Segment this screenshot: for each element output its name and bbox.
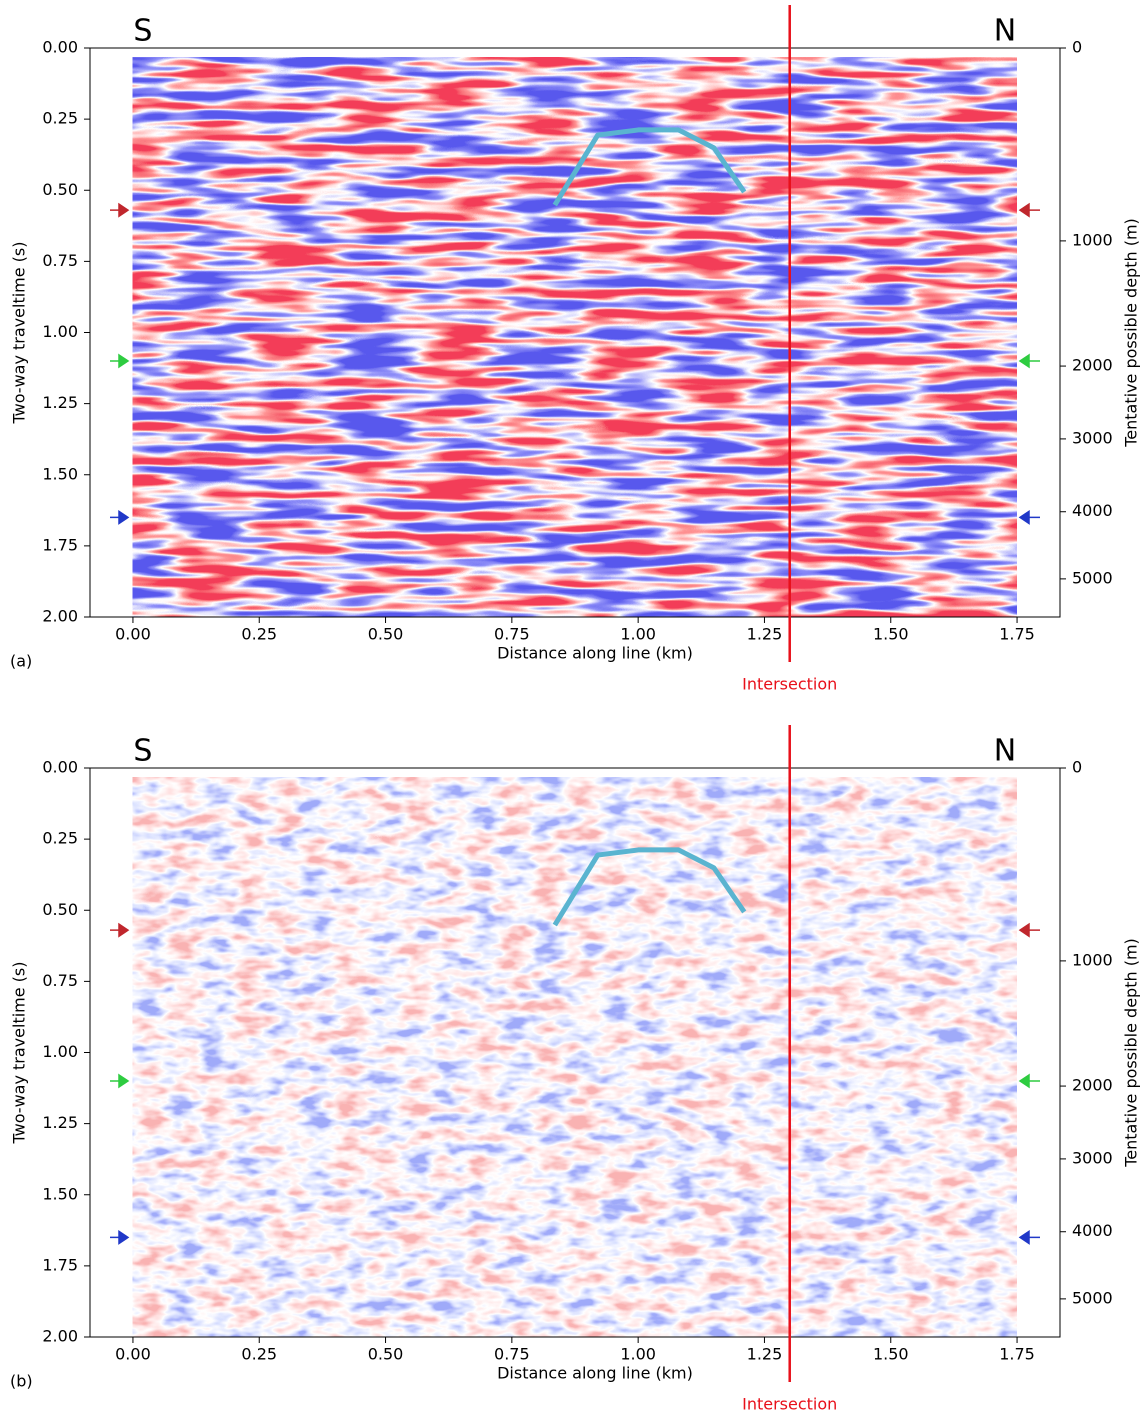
intersection-label: Intersection — [742, 675, 837, 694]
panel-label: (a) — [10, 652, 32, 671]
horizon-arrow — [110, 1073, 130, 1089]
y2-tick-label: 4000 — [1072, 1221, 1113, 1240]
interpreted-curve — [552, 847, 747, 927]
y-tick-label: 0.00 — [42, 758, 78, 777]
horizon-arrow — [110, 510, 130, 525]
horizon-arrow — [1018, 202, 1040, 218]
right-label: N — [994, 734, 1016, 769]
x-tick-label: 1.50 — [873, 1345, 909, 1364]
y2-tick-label: 0 — [1072, 38, 1082, 57]
y2-axis-label: Tentative possible depth (m) — [1122, 218, 1141, 448]
y-tick-label: 1.75 — [42, 535, 78, 554]
x-tick-label: 1.25 — [747, 1345, 783, 1364]
y2-tick-label: 3000 — [1072, 428, 1113, 447]
x-tick-label: 0.50 — [368, 1345, 404, 1364]
y-tick-label: 0.50 — [42, 900, 78, 919]
horizon-arrow — [110, 202, 130, 218]
x-tick-label: 0.00 — [115, 1345, 151, 1364]
y-tick-label: 2.00 — [42, 607, 78, 626]
y-tick-label: 1.50 — [42, 464, 78, 483]
x-tick-label: 0.25 — [241, 625, 277, 644]
y-tick-label: 1.25 — [42, 1113, 78, 1132]
x-tick-label: 1.00 — [620, 625, 656, 644]
y-tick-label: 0.75 — [42, 251, 78, 270]
interpreted-curve — [552, 127, 747, 207]
seismic-image — [132, 777, 1018, 1337]
x-tick-label: 1.25 — [747, 625, 783, 644]
left-label: S — [133, 734, 152, 769]
y-tick-label: 1.75 — [42, 1255, 78, 1274]
y-tick-label: 1.00 — [42, 322, 78, 341]
horizon-arrow — [110, 1230, 130, 1245]
x-tick-label: 1.75 — [999, 1345, 1035, 1364]
x-tick-label: 1.00 — [620, 1345, 656, 1364]
x-tick-label: 0.75 — [494, 1345, 530, 1364]
x-tick-label: 0.25 — [241, 1345, 277, 1364]
y-tick-label: 0.25 — [42, 829, 78, 848]
y-tick-label: 0.25 — [42, 109, 78, 128]
x-axis-label: Distance along line (km) — [497, 644, 693, 663]
y-axis-label: Two-way traveltime (s) — [10, 962, 29, 1145]
horizon-arrow — [110, 353, 130, 369]
y2-tick-label: 2000 — [1072, 356, 1113, 375]
x-tick-label: 0.00 — [115, 625, 151, 644]
y2-tick-label: 2000 — [1072, 1076, 1113, 1095]
y-tick-label: 0.00 — [42, 38, 78, 57]
y2-tick-label: 1000 — [1072, 230, 1113, 249]
y-tick-label: 1.00 — [42, 1042, 78, 1061]
y-axis-label: Two-way traveltime (s) — [10, 242, 29, 425]
left-label: S — [133, 14, 152, 49]
y2-tick-label: 5000 — [1072, 568, 1113, 587]
seismic-image — [132, 57, 1018, 617]
y-tick-label: 2.00 — [42, 1327, 78, 1346]
horizon-arrow — [1018, 510, 1040, 525]
y-tick-label: 1.25 — [42, 393, 78, 412]
horizon-arrow — [1018, 922, 1040, 938]
y2-tick-label: 1000 — [1072, 950, 1113, 969]
x-tick-label: 1.75 — [999, 625, 1035, 644]
horizon-arrow — [1018, 1073, 1040, 1089]
panel-label: (b) — [10, 1372, 33, 1391]
y2-tick-label: 3000 — [1072, 1148, 1113, 1167]
y-tick-label: 0.50 — [42, 180, 78, 199]
right-label: N — [994, 14, 1016, 49]
y2-tick-label: 0 — [1072, 758, 1082, 777]
x-tick-label: 0.75 — [494, 625, 530, 644]
y-tick-label: 1.50 — [42, 1184, 78, 1203]
y2-tick-label: 5000 — [1072, 1288, 1113, 1307]
x-tick-label: 1.50 — [873, 625, 909, 644]
horizon-arrow — [110, 922, 130, 938]
intersection-label: Intersection — [742, 1395, 837, 1413]
y-tick-label: 0.75 — [42, 971, 78, 990]
x-axis-label: Distance along line (km) — [497, 1364, 693, 1383]
x-tick-label: 0.50 — [368, 625, 404, 644]
horizon-arrow — [1018, 1230, 1040, 1245]
y2-axis-label: Tentative possible depth (m) — [1122, 938, 1141, 1168]
y2-tick-label: 4000 — [1072, 501, 1113, 520]
horizon-arrow — [1018, 353, 1040, 369]
